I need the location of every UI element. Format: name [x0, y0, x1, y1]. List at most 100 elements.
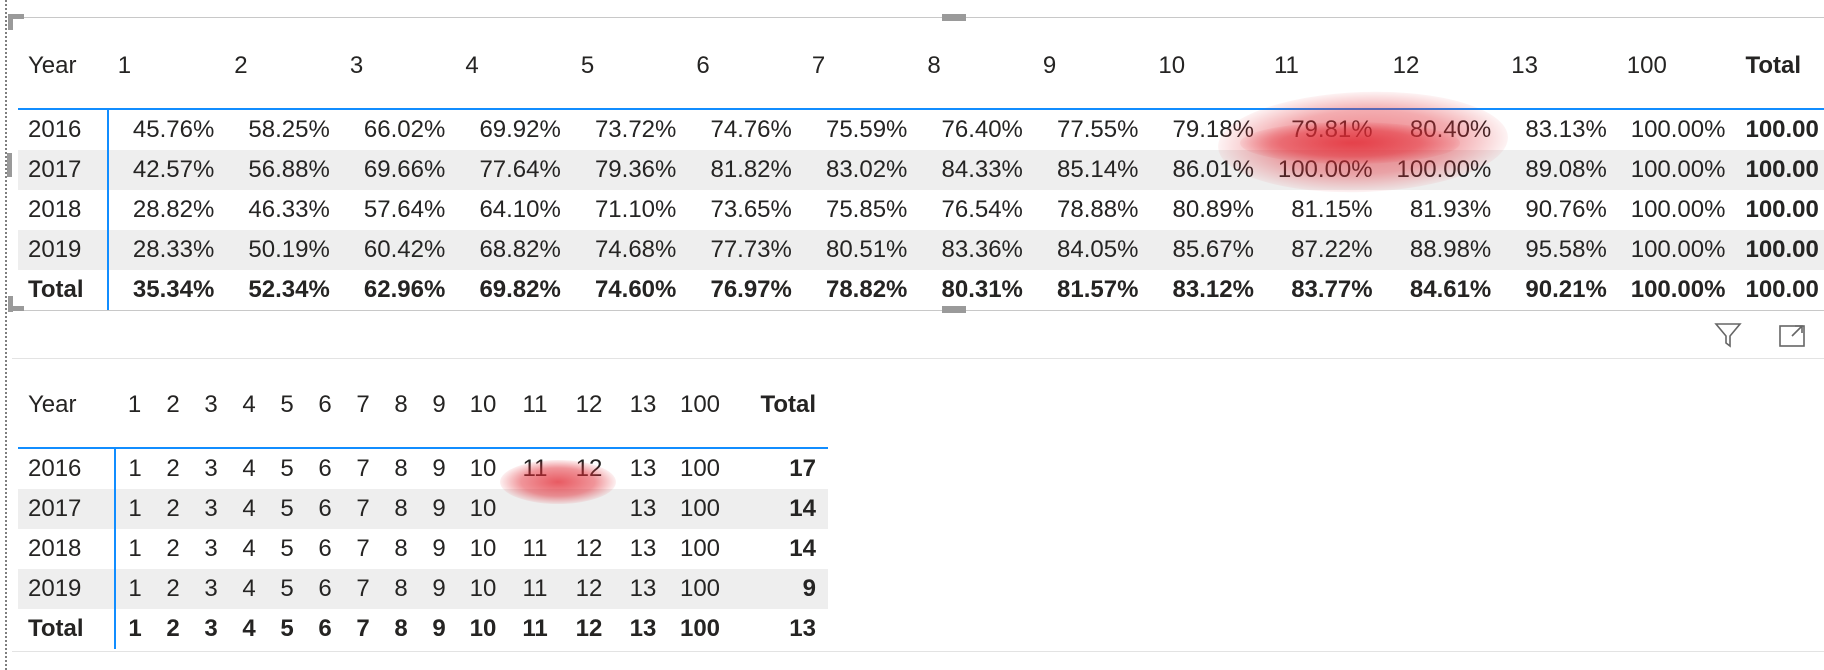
row-total-cell[interactable]: 100.00 — [1735, 150, 1824, 190]
table-cell[interactable]: 13 — [616, 569, 670, 609]
column-header[interactable]: 9 — [432, 391, 446, 418]
row-total-cell[interactable]: 14 — [730, 489, 828, 529]
table-cell[interactable]: 6 — [306, 569, 344, 609]
table-cell[interactable]: 95.58% — [1501, 230, 1617, 270]
table-cell[interactable]: 8 — [382, 569, 420, 609]
table-cell[interactable]: 3 — [204, 455, 218, 482]
table-cell[interactable]: 100.00% — [1630, 276, 1726, 303]
table-cell[interactable]: 12 — [562, 569, 616, 609]
table-cell[interactable]: 76.97% — [710, 276, 792, 303]
table-cell[interactable]: 100 — [670, 489, 730, 529]
table-cell[interactable]: 83.12% — [1172, 276, 1254, 303]
table-cell[interactable]: 5 — [280, 535, 294, 562]
column-header[interactable]: 8 — [927, 52, 941, 79]
column-header[interactable]: 100 — [679, 391, 721, 418]
column-header[interactable]: 100 — [1626, 52, 1667, 79]
table-cell[interactable]: 35.34% — [132, 276, 215, 303]
table-cell[interactable]: 90.76% — [1525, 196, 1607, 223]
table-cell[interactable]: 1 — [128, 535, 142, 562]
table-cell[interactable]: 56.88% — [224, 150, 340, 190]
table-cell[interactable]: 8 — [382, 489, 420, 529]
table-cell[interactable]: 88.98% — [1382, 230, 1502, 270]
column-header[interactable]: 12 — [1392, 52, 1420, 79]
table-cell[interactable]: 10 — [469, 535, 497, 562]
count-matrix-visual[interactable]: Year 1 2 3 4 5 6 7 8 9 10 11 12 13 100 T… — [12, 323, 1824, 652]
table-cell[interactable]: 73.72% — [594, 116, 677, 143]
table-cell[interactable]: 7 — [356, 615, 370, 642]
table-cell[interactable]: 75.85% — [825, 196, 908, 223]
table-cell[interactable]: 11 — [522, 615, 548, 642]
table-cell[interactable]: 100.00% — [1630, 196, 1726, 223]
resize-handle-top-left-v[interactable] — [8, 14, 13, 30]
table-cell[interactable]: 76.40% — [941, 116, 1023, 143]
table-cell[interactable]: 77.73% — [686, 230, 802, 270]
table-cell[interactable]: 3 — [192, 489, 230, 529]
table-cell[interactable]: 7 — [356, 455, 370, 482]
table-cell[interactable]: 66.02% — [363, 116, 446, 143]
column-header[interactable]: 13 — [1511, 52, 1538, 79]
table-cell[interactable]: 4 — [242, 535, 256, 562]
table-cell[interactable]: 3 — [204, 615, 218, 642]
table-cell[interactable]: 79.81% — [1291, 116, 1373, 143]
row-total-cell[interactable]: 100.00 — [1745, 276, 1819, 303]
percent-matrix-visual[interactable]: Year 1 2 3 4 5 6 7 8 9 10 11 12 13 100 T… — [7, 14, 1824, 313]
table-cell[interactable]: 84.61% — [1409, 276, 1492, 303]
table-cell[interactable]: 8 — [394, 455, 408, 482]
resize-handle-bottom-left[interactable] — [8, 306, 24, 311]
table-cell[interactable]: 3 — [192, 569, 230, 609]
table-cell[interactable]: 71.10% — [594, 196, 677, 223]
table-cell[interactable]: 12 — [575, 615, 603, 642]
column-header[interactable]: 7 — [811, 52, 826, 79]
column-header-total[interactable]: Total — [760, 391, 816, 418]
column-header[interactable]: 1 — [127, 391, 142, 418]
table-cell[interactable]: 10 — [458, 489, 508, 529]
table-cell[interactable]: 77.55% — [1057, 116, 1139, 143]
column-header[interactable]: 2 — [166, 391, 180, 418]
table-cell[interactable] — [508, 489, 562, 529]
table-cell[interactable]: 7 — [356, 535, 370, 562]
table-cell[interactable]: 84.33% — [917, 150, 1033, 190]
column-header[interactable]: 9 — [1042, 52, 1057, 79]
table-cell[interactable]: 84.05% — [1032, 230, 1149, 270]
filter-icon[interactable] — [1710, 317, 1746, 353]
column-header[interactable]: 3 — [349, 52, 364, 79]
table-cell[interactable]: 4 — [230, 569, 268, 609]
table-cell[interactable]: 2 — [166, 455, 180, 482]
table-cell[interactable]: 100 — [679, 615, 721, 642]
table-cell[interactable]: 100.00% — [1382, 150, 1502, 190]
table-cell[interactable]: 87.22% — [1263, 230, 1383, 270]
table-cell[interactable]: 5 — [268, 489, 306, 529]
table-cell[interactable]: 1 — [115, 489, 154, 529]
table-cell[interactable]: 100.00% — [1616, 230, 1736, 270]
row-total-cell[interactable]: 17 — [789, 455, 816, 482]
table-cell[interactable]: 28.33% — [107, 230, 225, 270]
column-header[interactable]: 6 — [318, 391, 332, 418]
table-cell[interactable]: 85.67% — [1148, 230, 1264, 270]
table-cell[interactable]: 50.19% — [224, 230, 340, 270]
table-cell[interactable]: 3 — [204, 535, 218, 562]
table-cell[interactable]: 10 — [458, 569, 508, 609]
table-cell[interactable]: 45.76% — [132, 116, 215, 143]
column-header[interactable]: 11 — [522, 391, 548, 418]
table-cell[interactable]: 79.36% — [570, 150, 687, 190]
table-cell[interactable]: 2 — [154, 569, 192, 609]
table-cell[interactable]: 100 — [679, 455, 721, 482]
table-cell[interactable]: 9 — [420, 569, 458, 609]
column-header[interactable]: 4 — [242, 391, 256, 418]
resize-handle-top-left[interactable] — [8, 14, 24, 19]
table-cell[interactable]: 4 — [242, 615, 256, 642]
table-cell[interactable]: 90.21% — [1525, 276, 1607, 303]
column-header-total[interactable]: Total — [1745, 52, 1802, 79]
table-cell[interactable]: 62.96% — [363, 276, 446, 303]
column-header[interactable]: 7 — [356, 391, 370, 418]
table-cell[interactable] — [562, 489, 616, 529]
table-cell[interactable]: 5 — [280, 615, 294, 642]
column-header[interactable]: 13 — [629, 391, 657, 418]
table-cell[interactable]: 11 — [522, 455, 548, 482]
column-header[interactable]: 10 — [1158, 52, 1186, 79]
column-header[interactable]: 6 — [696, 52, 710, 79]
table-cell[interactable]: 73.65% — [710, 196, 792, 223]
row-header-year[interactable]: Total — [18, 609, 116, 649]
table-cell[interactable]: 1 — [128, 455, 142, 482]
table-cell[interactable]: 81.82% — [686, 150, 802, 190]
